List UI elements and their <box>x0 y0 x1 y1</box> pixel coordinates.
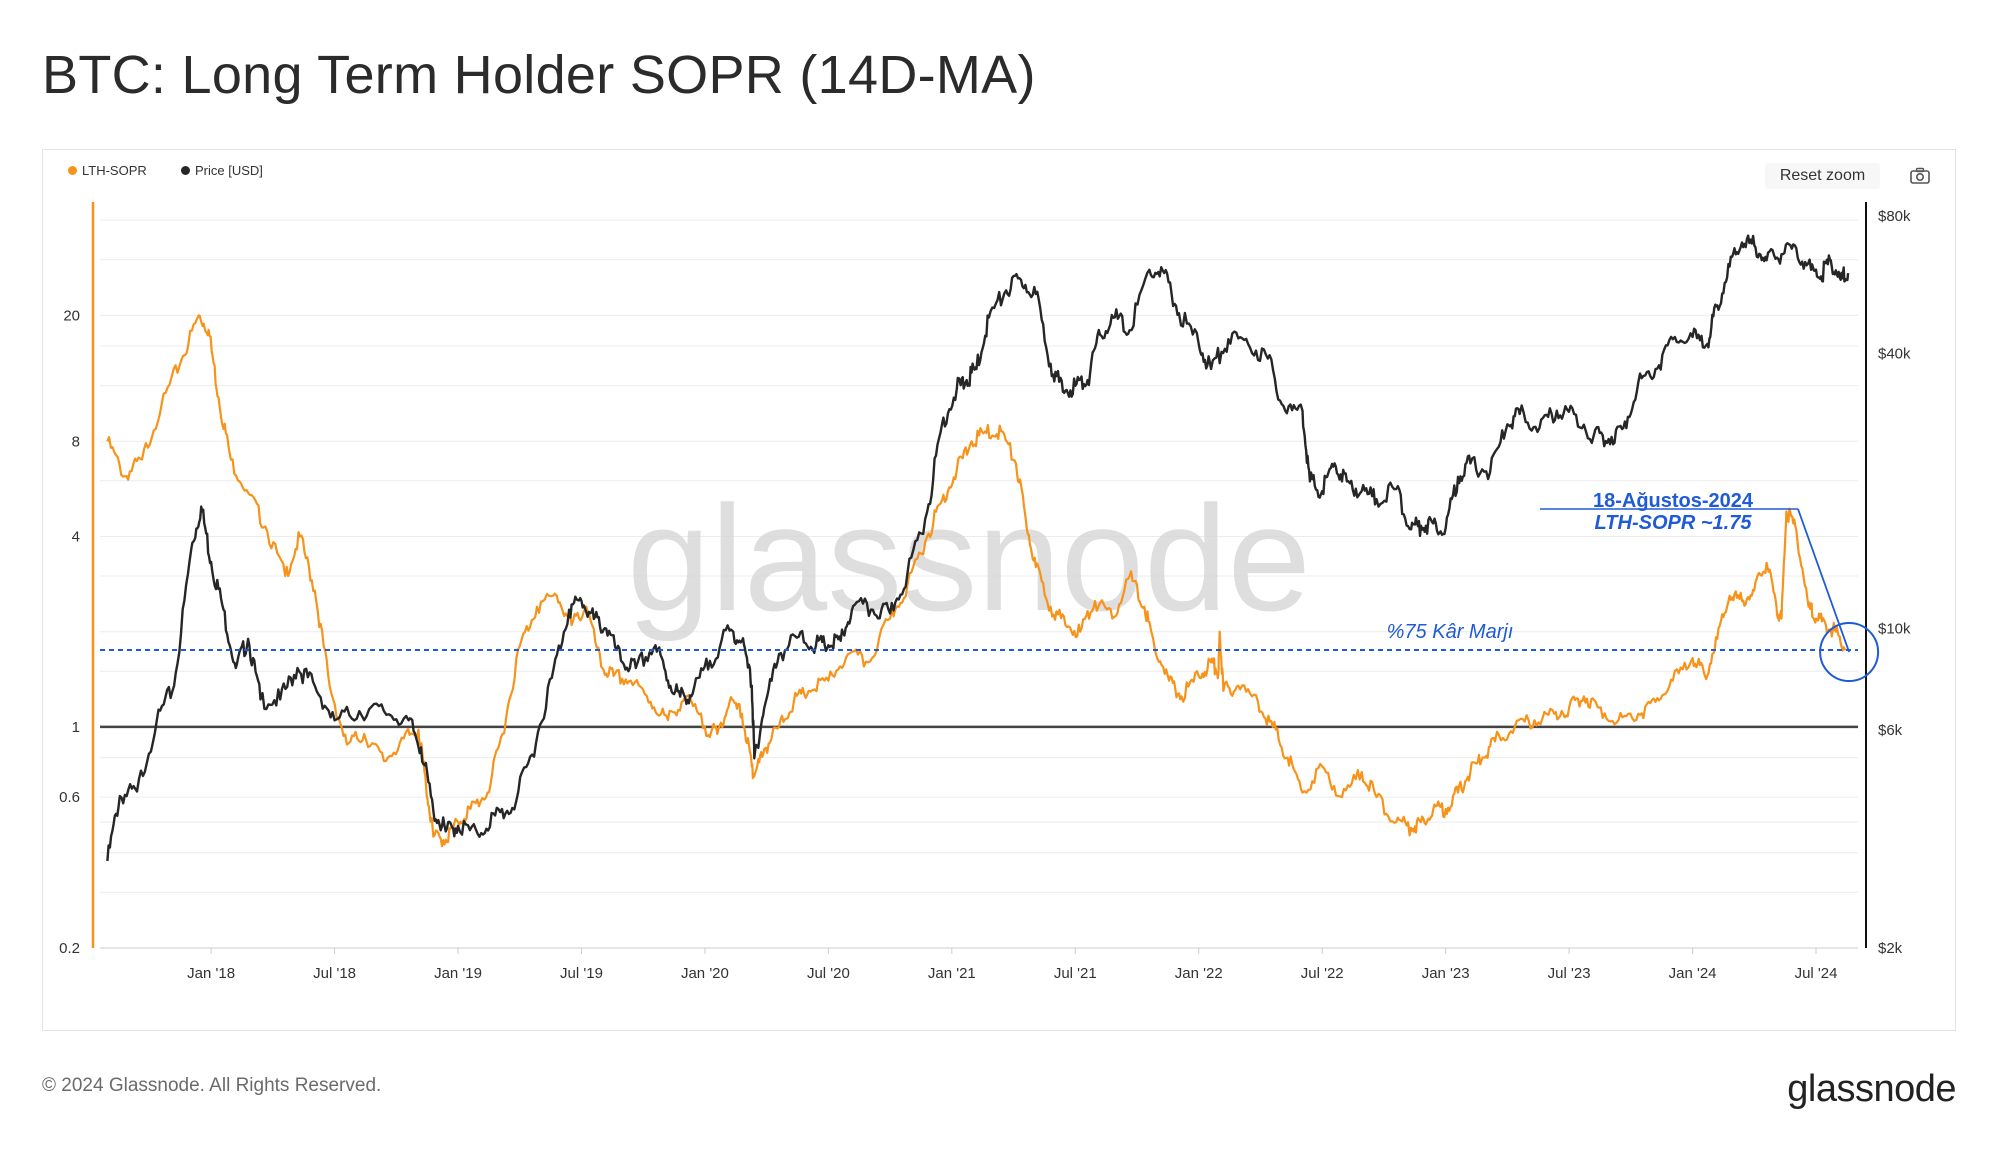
legend-label-sopr: LTH-SOPR <box>82 163 147 178</box>
x-tick-label: Jan '18 <box>187 965 235 982</box>
series-line-lth-sopr <box>106 314 1847 848</box>
x-tick-label: Jul '23 <box>1548 965 1591 982</box>
legend-dot-sopr <box>68 166 77 175</box>
x-tick-label: Jul '19 <box>560 965 603 982</box>
reset-zoom-button[interactable]: Reset zoom <box>1765 163 1880 189</box>
y-left-tick-label: 20 <box>63 307 80 324</box>
annotation-pointer-line <box>1797 508 1850 653</box>
x-tick-label: Jul '18 <box>313 965 356 982</box>
y-left-tick-label: 4 <box>72 528 80 545</box>
y-right-tick-label: $80k <box>1878 208 1911 225</box>
x-tick-label: Jan '20 <box>681 965 729 982</box>
x-tick-label: Jul '22 <box>1301 965 1344 982</box>
page-title: BTC: Long Term Holder SOPR (14D-MA) <box>42 45 1036 105</box>
watermark: glassnode <box>627 474 1311 642</box>
y-right-tick-label: $6k <box>1878 722 1903 739</box>
series-line-price <box>106 234 1850 862</box>
y-left-tick-label: 8 <box>72 433 80 450</box>
legend-dot-price <box>181 166 190 175</box>
annotation-target-circle <box>1819 622 1880 683</box>
x-tick-label: Jan '24 <box>1669 965 1717 982</box>
x-tick-label: Jan '23 <box>1422 965 1470 982</box>
y-right-tick-label: $2k <box>1878 940 1903 957</box>
x-tick-label: Jul '21 <box>1054 965 1097 982</box>
y-left-tick-label: 0.2 <box>59 940 80 957</box>
x-tick-label: Jan '19 <box>434 965 482 982</box>
x-tick-label: Jul '24 <box>1795 965 1838 982</box>
profit-margin-label: %75 Kâr Marjı <box>1387 621 1514 643</box>
x-tick-label: Jan '21 <box>928 965 976 982</box>
legend-label-price: Price [USD] <box>195 163 263 178</box>
annotation-date-label: 18-Ağustos-2024 <box>1593 490 1754 512</box>
x-tick-label: Jan '22 <box>1175 965 1223 982</box>
annotation-value-label: LTH-SOPR ~1.75 <box>1595 512 1753 534</box>
footer-copyright: © 2024 Glassnode. All Rights Reserved. <box>42 1075 382 1096</box>
y-right-tick-label: $40k <box>1878 346 1911 363</box>
footer-logo[interactable]: glassnode <box>1787 1068 1956 1110</box>
x-tick-label: Jul '20 <box>807 965 850 982</box>
y-right-tick-label: $10k <box>1878 621 1911 638</box>
y-left-tick-label: 1 <box>72 719 80 736</box>
legend-item-lth-sopr[interactable]: LTH-SOPR <box>68 163 147 178</box>
legend-item-price[interactable]: Price [USD] <box>181 163 263 178</box>
y-left-tick-label: 0.6 <box>59 789 80 806</box>
camera-icon[interactable] <box>1909 166 1931 186</box>
